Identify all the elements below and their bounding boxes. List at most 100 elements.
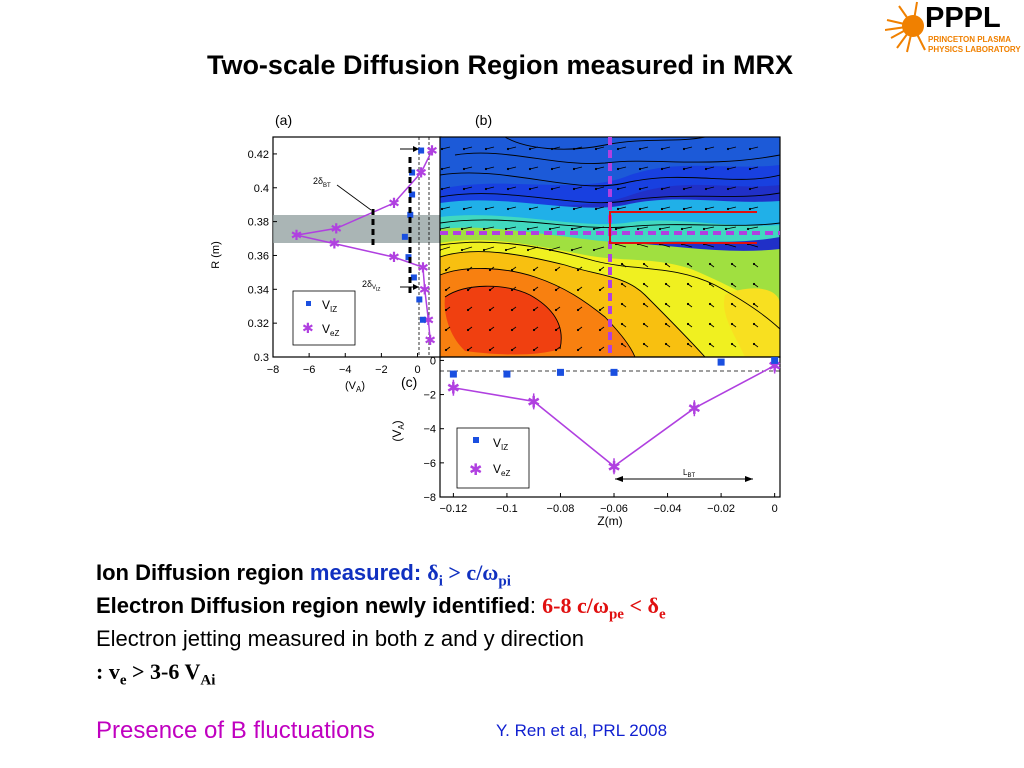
panel-b-vector-head (506, 207, 510, 211)
panel-b-vector-head (664, 262, 668, 266)
panel-b-vector-arrow (705, 206, 715, 210)
panel-b-vector-arrow (483, 246, 495, 251)
panel-b-vector-head (484, 167, 488, 171)
panel-b-vector-head (748, 207, 752, 211)
panel-b-vector-arrow (705, 146, 715, 150)
panel-b-vector-head (444, 268, 448, 272)
panel-b-vector-arrow (727, 186, 737, 190)
panel-b-vector-head (484, 207, 488, 211)
logo-line1: PRINCETON PLASMA (928, 35, 1011, 44)
panel-b-vector-arrow (529, 206, 539, 210)
panel-b-vector-arrow (639, 146, 649, 150)
legend-a (292, 290, 356, 346)
panel-a-vez-point: ✱ (415, 165, 427, 181)
panel-a-vez-point: ✱ (388, 249, 400, 265)
panel-c-ytick-label: 0 (430, 355, 436, 367)
panel-a-viz-point (419, 316, 426, 323)
panel-b-vector-head (484, 147, 488, 151)
panel-b-vector-head (636, 227, 640, 231)
panel-b-vector-head (440, 207, 444, 211)
caption-block: Ion Diffusion region measured: δi > c/ωp… (96, 556, 666, 688)
legend-c (456, 427, 530, 489)
panel-b-vector-head (440, 147, 444, 151)
panel-a-vez-point: ✱ (329, 236, 341, 252)
panel-b-vector-arrow (463, 186, 473, 190)
panel-b-vector-head (638, 187, 642, 191)
panel-b-vector-head (638, 147, 642, 151)
panel-b-vector-head (620, 262, 624, 266)
panel-b-vector-head (466, 288, 470, 292)
panel-b-vector-head (504, 248, 508, 252)
panel-a-viz-point (410, 274, 417, 281)
panel-a-xtick-label: −8 (267, 364, 280, 376)
panel-b-vector-arrow (529, 186, 539, 190)
panel-b-vector-arrow (595, 146, 605, 150)
panel-b-vector-head (592, 227, 596, 231)
panel-b-vector-arrow (683, 146, 693, 150)
panel-c-label: (c) (401, 374, 417, 390)
panel-b-vector-arrow (461, 246, 473, 251)
panel-b-vector-head (638, 207, 642, 211)
panel-b-vector-head (730, 322, 734, 326)
panel-b-vector-head (444, 308, 448, 312)
panel-b-vector-arrow (441, 186, 451, 190)
panel-b-vector-arrow (617, 146, 627, 150)
panel-a-viz-point (401, 233, 408, 240)
panel-c-ylabel: (VA) (390, 420, 406, 441)
panel-b-vector-head (554, 268, 558, 272)
panel-b-vector-arrow (593, 226, 605, 230)
panel-a-ytick-label: 0.4 (254, 183, 269, 195)
panel-b-vector-arrow (747, 243, 759, 248)
panel-b-vector-head (682, 207, 686, 211)
panel-a-xtick-label: −4 (339, 364, 352, 376)
panel-b-vector-head (510, 288, 514, 292)
legend-c-vez-marker: ✱ (469, 462, 482, 479)
panel-b-vector-arrow (551, 146, 561, 150)
panel-b-vector-head (642, 342, 646, 346)
panel-b-vector-head (642, 282, 646, 286)
panel-c-frame (439, 356, 781, 498)
annot-2dbt: 2δBT (313, 176, 331, 189)
panel-a-vez-line (296, 150, 433, 341)
panel-b-vector-head (548, 227, 552, 231)
panel-b-vector-head (594, 207, 598, 211)
panel-b-vector-arrow (727, 166, 737, 170)
panel-b-vector-head (504, 227, 508, 231)
panel-b-vector-head (620, 282, 624, 286)
panel-b-vector-head (748, 187, 752, 191)
panel-b-vector-head (462, 207, 466, 211)
reference-text: Y. Ren et al, PRL 2008 (496, 721, 668, 740)
panel-b-vector-head (686, 262, 690, 266)
panel-a-vez-point: ✱ (291, 227, 303, 243)
panel-b-vector-head (704, 147, 708, 151)
panel-c-vez-point: ✱ (447, 381, 460, 398)
panel-b-vector-head (548, 248, 552, 252)
panel-b-vector-arrow (551, 186, 561, 190)
panel-b-vector-head (532, 328, 536, 332)
panel-b-vector-arrow (571, 226, 583, 230)
panel-b-vector-head (642, 322, 646, 326)
panel-b-vector-arrow (485, 186, 495, 190)
panel-b-vector-arrow (749, 166, 759, 170)
panel-b-vector-head (708, 322, 712, 326)
panel-b-vector-head (444, 328, 448, 332)
panel-c-xtick-label: −0.04 (654, 503, 682, 515)
panel-b-vector-arrow (485, 146, 495, 150)
panel-b-vector-head (526, 248, 530, 252)
panel-a-label: (a) (275, 112, 292, 128)
caption-line-2: Electron Diffusion region newly identifi… (96, 593, 666, 623)
panel-a-vez-point: ✱ (424, 332, 436, 348)
panel-b-vector-arrow (505, 226, 517, 230)
panel-b-vector-head (660, 187, 664, 191)
panel-b-vector-head (730, 302, 734, 306)
panel-b-vector-arrow (615, 243, 627, 248)
panel-b-vector-arrow (681, 226, 693, 230)
panel-b-vector-head (510, 308, 514, 312)
legend-c-viz-marker (473, 437, 479, 443)
panel-b-vector-arrow (683, 166, 693, 170)
panel-b-vector-arrow (595, 186, 605, 190)
logo-line2: PHYSICS LABORATORY (928, 45, 1021, 54)
panel-a-ylabel: R (m) (210, 241, 222, 269)
panel-b-vector-arrow (725, 226, 737, 230)
panel-b-vector-arrow (527, 226, 539, 230)
